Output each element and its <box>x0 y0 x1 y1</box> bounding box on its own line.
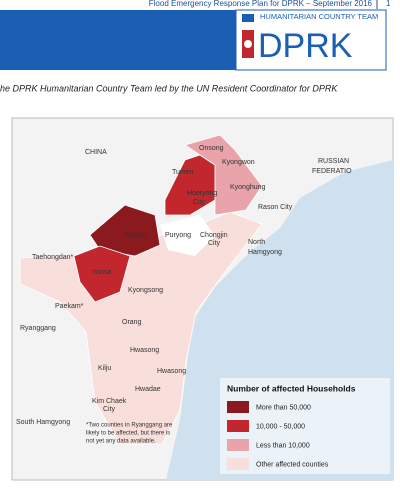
map-label: Chongjin <box>200 232 228 239</box>
map-label: Tumen <box>172 169 194 176</box>
map-label: FEDERATIO <box>312 168 352 175</box>
map-label: City <box>103 406 116 413</box>
legend-label: Less than 10,000 <box>256 442 310 449</box>
legend-swatch <box>227 458 249 470</box>
header-band <box>0 10 236 70</box>
map-label: Kyonghung <box>230 184 266 191</box>
logo-name: DPRK <box>258 27 353 65</box>
map-label: Onsong <box>199 145 224 152</box>
map-label: Kyongsong <box>128 287 163 294</box>
footnote-line: *Two counties in Ryanggang are <box>86 423 173 429</box>
map-label: Paekam* <box>55 303 84 310</box>
header-title: Flood Emergency Response Plan for DPRK –… <box>149 0 373 8</box>
legend-swatch <box>227 420 249 432</box>
map-label: North <box>248 239 265 246</box>
logo-team: HUMANITARIAN COUNTRY TEAM <box>260 12 378 21</box>
legend-title: Number of affected Households <box>227 383 356 393</box>
region-unaffected <box>160 215 215 256</box>
map-label: Puryong <box>165 232 191 239</box>
map-label: City <box>208 240 221 247</box>
legend-swatch <box>227 439 249 451</box>
page-number: 1 <box>386 0 391 8</box>
logo-flag-star <box>244 40 252 48</box>
map-label: Yonsa <box>92 269 111 276</box>
map-label: City <box>193 199 206 206</box>
map-label: Hoeryong <box>187 190 217 197</box>
map-label: Musan <box>125 232 146 239</box>
region-yonsa <box>73 245 131 303</box>
logo-flag <box>242 14 254 22</box>
legend-label: Other affected counties <box>256 461 329 468</box>
footnote: *Two counties in Ryanggang are likely to… <box>86 423 173 445</box>
map-label: Ryanggang <box>20 325 56 332</box>
map-label: Kim Chaek <box>92 398 127 405</box>
footnote-line: likely to be affected, but there is <box>86 431 170 437</box>
map-label: CHINA <box>85 149 107 156</box>
legend-label: 10,000 - 50,000 <box>256 423 305 430</box>
map-label: Hwasong <box>130 347 159 354</box>
map-label: Hwasong <box>157 368 186 375</box>
legend-label: More than 50,000 <box>256 404 311 411</box>
map-label: Taehongdan* <box>32 254 74 261</box>
map-label: Kilju <box>98 365 111 372</box>
legend-items: More than 50,000 10,000 - 50,000 Less than… <box>227 401 329 470</box>
map-label: RUSSIAN <box>318 158 349 165</box>
legend-swatch <box>227 401 249 413</box>
map-label: Orang <box>122 319 142 326</box>
legend: Number of affected Households More than … <box>220 378 390 474</box>
map-label: Rason City <box>258 204 293 211</box>
map-label: Hwadae <box>135 386 161 393</box>
region-onsong <box>184 134 263 216</box>
map-label: South Hamgyong <box>16 419 70 426</box>
map-label: Hamgyong <box>248 249 282 256</box>
subtitle: he DPRK Humanitarian Country Team led by… <box>0 83 338 93</box>
map-label: Kyongwon <box>222 159 255 166</box>
logo-box <box>235 9 387 71</box>
footnote-line: not yet any data available. <box>86 439 156 445</box>
